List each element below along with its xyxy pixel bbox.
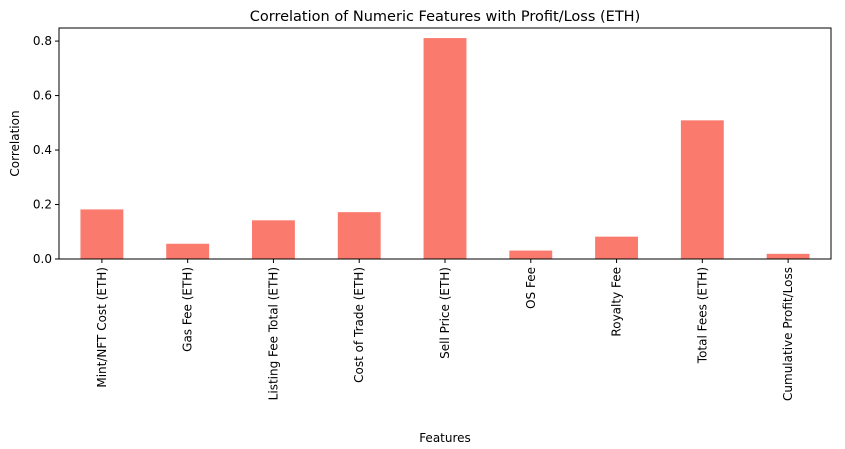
bar	[595, 236, 638, 259]
y-tick-label: 0.4	[33, 143, 52, 157]
y-tick-label: 0.0	[33, 252, 52, 266]
bar	[252, 220, 295, 259]
x-tick-label: Cumulative Profit/Loss	[781, 267, 795, 401]
x-axis: Mint/NFT Cost (ETH) Gas Fee (ETH) Listing …	[95, 259, 795, 401]
x-tick-label: Mint/NFT Cost (ETH)	[95, 267, 109, 388]
x-tick-label: Listing Fee Total (ETH)	[266, 267, 280, 400]
bars-group	[80, 38, 810, 259]
y-tick-label: 0.8	[33, 34, 52, 48]
x-tick-label: Royalty Fee	[610, 267, 624, 337]
bar	[166, 243, 210, 259]
y-tick-label: 0.2	[33, 198, 52, 212]
y-axis: 0.0 0.2 0.4 0.6 0.8	[33, 34, 59, 266]
y-tick-label: 0.6	[33, 89, 52, 103]
bar	[423, 38, 467, 259]
bar	[80, 209, 124, 259]
bar	[509, 250, 553, 259]
chart-title: Correlation of Numeric Features with Pro…	[250, 9, 641, 25]
x-tick-label: Gas Fee (ETH)	[181, 267, 195, 352]
x-tick-label: Cost of Trade (ETH)	[352, 267, 366, 383]
x-tick-label: Sell Price (ETH)	[438, 267, 452, 359]
bar	[766, 253, 810, 259]
x-tick-label: Total Fees (ETH)	[695, 267, 709, 364]
y-axis-title: Correlation	[8, 110, 22, 176]
x-tick-label: OS Fee	[524, 267, 538, 309]
x-axis-title: Features	[419, 431, 471, 445]
bar	[680, 120, 724, 259]
bar	[337, 212, 381, 259]
